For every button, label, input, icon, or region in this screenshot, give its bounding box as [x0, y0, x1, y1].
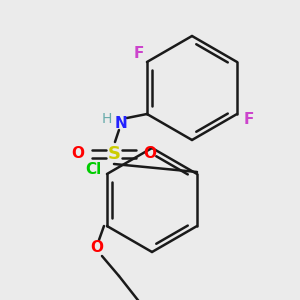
Text: O: O [71, 146, 85, 161]
Text: F: F [244, 112, 254, 127]
Text: O: O [91, 241, 103, 256]
Text: F: F [134, 46, 144, 62]
Text: H: H [102, 112, 112, 126]
Text: N: N [115, 116, 127, 131]
Text: O: O [143, 146, 157, 161]
Text: Cl: Cl [85, 163, 101, 178]
Text: S: S [107, 145, 121, 163]
